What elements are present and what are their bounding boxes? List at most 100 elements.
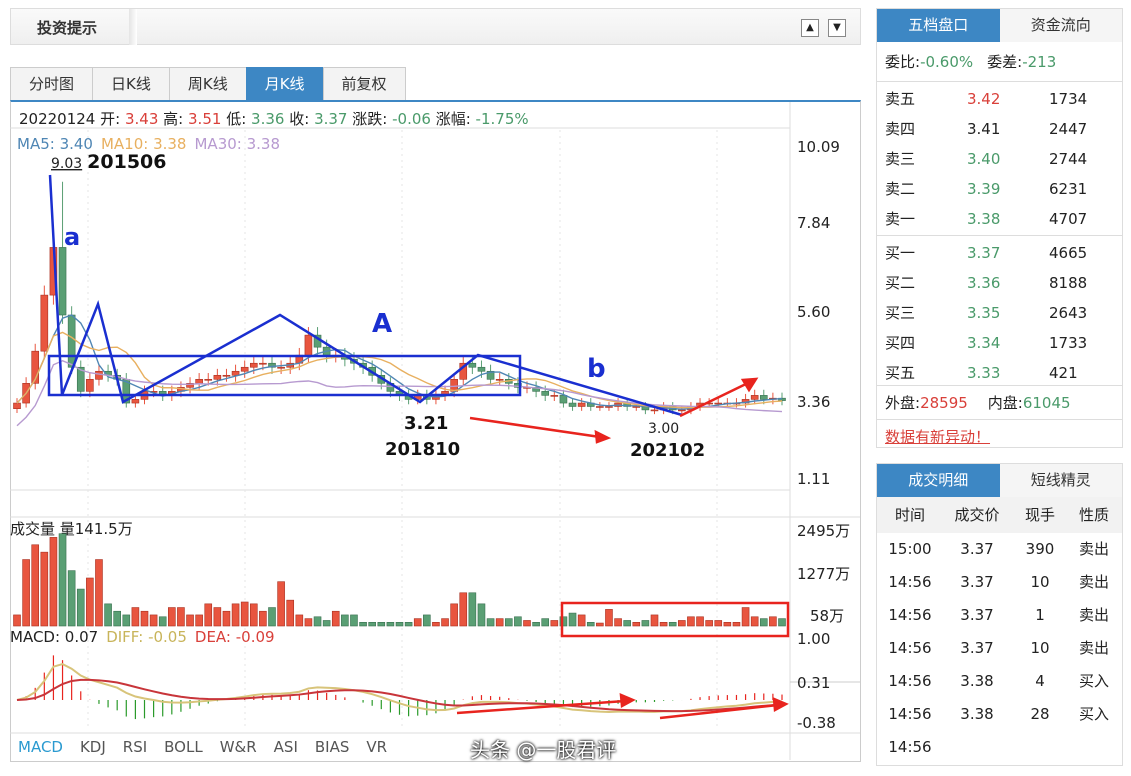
indicator-tabs: MACD KDJ RSI BOLL W&R ASI BIAS VR xyxy=(18,738,387,756)
indicator-asi[interactable]: ASI xyxy=(273,738,298,756)
level-volume: 1734 xyxy=(1049,90,1088,108)
trade-time: 14:56 xyxy=(888,705,932,723)
level-label: 卖三 xyxy=(885,150,916,168)
tab-monthly-k[interactable]: 月K线 xyxy=(245,67,324,100)
page-title: 投资提示 xyxy=(37,19,98,37)
candle xyxy=(577,402,586,407)
tab-weekly-k[interactable]: 周K线 xyxy=(168,67,247,100)
trade-time: 14:56 xyxy=(888,639,932,657)
trade-row: 14:56 3.37 10 卖出 xyxy=(877,632,1122,665)
volume-bar xyxy=(131,607,140,627)
volume-bar xyxy=(168,607,176,627)
pct-value: -1.75% xyxy=(475,110,529,128)
tab-trade-detail[interactable]: 成交明细 xyxy=(877,464,1000,497)
indicator-boll[interactable]: BOLL xyxy=(164,738,203,756)
volume-bar xyxy=(714,620,723,627)
close-value: 3.37 xyxy=(314,110,348,128)
wave-label-b: b xyxy=(587,354,606,384)
indicator-wr[interactable]: W&R xyxy=(219,738,257,756)
commission-ratio: 委比: -0.60% 委差: -213 xyxy=(877,42,1122,82)
pct-label: 涨幅: xyxy=(435,110,471,128)
volume-bar xyxy=(331,610,340,627)
candle xyxy=(541,391,550,396)
order-book-panel: 五档盘口 资金流向 委比: -0.60% 委差: -213 卖五 3.42 1734 卖四… xyxy=(876,8,1123,448)
diff-label: DIFF: -0.05 xyxy=(106,628,187,646)
candle xyxy=(486,370,495,380)
trade-price: 3.37 xyxy=(960,606,994,624)
quote-info: 20220124 开: 3.43 高: 3.51 低: 3.36 收: 3.37… xyxy=(19,108,529,129)
scroll-down-button[interactable]: ▼ xyxy=(828,19,846,37)
scroll-up-button[interactable]: ▲ xyxy=(801,19,819,37)
volume-bar xyxy=(732,622,741,627)
header-volume: 现手 xyxy=(1024,506,1055,524)
volume-bar xyxy=(95,559,103,627)
arrow xyxy=(469,416,601,439)
trade-detail-panel: 成交明细 短线精灵 时间 成交价 现手 性质 15:00 3.37 390 卖出… xyxy=(876,463,1123,766)
trade-type: 卖出 xyxy=(1078,639,1109,657)
kline-chart-panel: 20220124 开: 3.43 高: 3.51 低: 3.36 收: 3.37… xyxy=(10,100,861,762)
volume-bar xyxy=(259,610,267,627)
candle xyxy=(477,366,486,372)
indicator-rsi[interactable]: RSI xyxy=(122,738,148,756)
level-price: 3.34 xyxy=(967,334,1001,352)
volume-bar xyxy=(477,603,486,627)
anomaly-alert-link[interactable]: 数据有新异动！ xyxy=(885,428,991,446)
trade-volume: 1 xyxy=(1035,606,1045,624)
volume-bar xyxy=(249,603,258,627)
indicator-kdj[interactable]: KDJ xyxy=(79,738,106,756)
trade-row: 14:56 3.38 28 买入 xyxy=(877,698,1122,731)
indicator-bias[interactable]: BIAS xyxy=(314,738,350,756)
level-volume: 8188 xyxy=(1049,274,1088,292)
volume-tick: 58万 xyxy=(810,607,844,625)
candle xyxy=(40,294,49,352)
candle xyxy=(131,399,140,404)
trade-price: 3.37 xyxy=(960,573,994,591)
trend-arrows xyxy=(456,377,790,720)
tab-capital-flow[interactable]: 资金流向 xyxy=(999,9,1122,42)
price-tick: 3.36 xyxy=(797,393,830,411)
order-book-row: 买四 3.34 1733 xyxy=(877,328,1122,358)
macd-tick: -0.38 xyxy=(797,714,836,732)
volume-bar xyxy=(741,607,750,627)
level-label: 卖二 xyxy=(885,180,916,198)
candle xyxy=(650,409,659,412)
volume-bar xyxy=(650,614,659,627)
volume-bar xyxy=(568,612,577,627)
candle xyxy=(514,383,522,388)
level-label: 买五 xyxy=(885,364,916,382)
trade-row: 14:56 3.37 1 卖出 xyxy=(877,599,1122,632)
kline-chart[interactable]: MA5: 3.40 MA10: 3.38 MA30: 3.38 10.09 7.84… xyxy=(0,0,862,776)
level-price: 3.36 xyxy=(967,274,1001,292)
order-book-row: 买三 3.35 2643 xyxy=(877,298,1122,328)
inner-value: 61045 xyxy=(1022,394,1071,412)
outer-value: 28595 xyxy=(920,394,968,412)
tab-daily-k[interactable]: 日K线 xyxy=(92,67,170,100)
indicator-macd[interactable]: MACD xyxy=(18,738,63,756)
volume-bar xyxy=(769,616,777,627)
indicator-vr[interactable]: VR xyxy=(366,738,388,756)
low1-value: 3.21 xyxy=(404,413,448,434)
trade-price: 3.37 xyxy=(960,639,994,657)
tab-forward-adjusted[interactable]: 前复权 xyxy=(322,67,406,100)
macd-tick: 1.00 xyxy=(797,630,830,648)
level-label: 买一 xyxy=(885,244,916,262)
volume-bar xyxy=(268,607,276,627)
order-book-row: 买五 3.33 421 xyxy=(877,358,1122,388)
trade-price: 3.37 xyxy=(960,540,994,558)
inner-label: 内盘: xyxy=(987,394,1023,412)
level-price: 3.37 xyxy=(967,244,1001,262)
volume-bar xyxy=(450,603,458,627)
level-label: 卖五 xyxy=(885,90,916,108)
volume-bar xyxy=(395,622,404,627)
level-label: 买四 xyxy=(885,334,916,352)
level-volume: 4665 xyxy=(1049,244,1088,262)
volume-bar xyxy=(49,537,58,627)
wb-value: -0.60% xyxy=(920,53,974,71)
candle xyxy=(714,402,723,405)
level-price: 3.35 xyxy=(967,304,1001,322)
trade-volume: 10 xyxy=(1030,639,1050,657)
tab-short-term-spirit[interactable]: 短线精灵 xyxy=(999,464,1122,497)
candle xyxy=(277,366,285,369)
volume-bar xyxy=(350,614,358,627)
tab-order-book[interactable]: 五档盘口 xyxy=(877,9,1000,42)
